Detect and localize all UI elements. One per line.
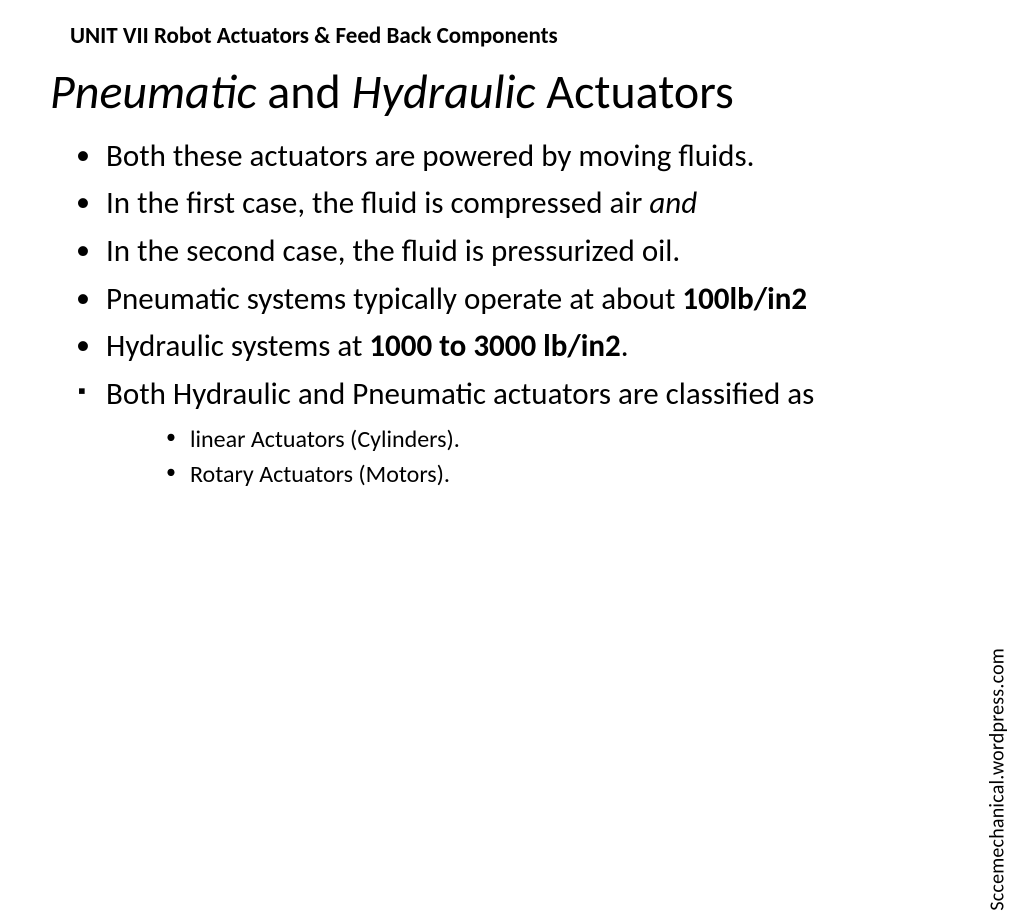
sub-bullet-1: linear Actuators (Cylinders). [190, 423, 964, 458]
bullet-3: In the second case, the fluid is pressur… [106, 232, 964, 272]
bullet-5: Hydraulic systems at 1000 to 3000 lb/in2… [106, 327, 964, 367]
bullet-6: Both Hydraulic and Pneumatic actuators a… [106, 375, 964, 415]
bullet-5-value: 1000 to 3000 lb/in2 [369, 327, 620, 365]
sub-bullet-list: linear Actuators (Cylinders). Rotary Act… [190, 423, 964, 493]
bullet-2-text: In the first case, the fluid is compress… [106, 184, 649, 222]
bullet-4: Pneumatic systems typically operate at a… [106, 280, 964, 320]
unit-header: UNIT VII Robot Actuators & Feed Back Com… [70, 22, 964, 50]
bullet-2-and: and [649, 184, 697, 222]
sub-bullet-2: Rotary Actuators (Motors). [190, 458, 964, 493]
bullet-5-period: . [621, 327, 629, 365]
bullet-5-text: Hydraulic systems at [106, 327, 369, 365]
slide-title: Pneumatic and Hydraulic Actuators [50, 66, 964, 119]
bullet-1: Both these actuators are powered by movi… [106, 137, 964, 177]
slide-container: UNIT VII Robot Actuators & Feed Back Com… [0, 0, 1024, 768]
bullet-4-value: 100lb/in2 [682, 280, 807, 318]
title-word-hydraulic: Hydraulic [352, 62, 536, 121]
bullet-4-text: Pneumatic systems typically operate at a… [106, 280, 682, 318]
title-word-pneumatic: Pneumatic [50, 62, 256, 121]
bullet-2: In the first case, the fluid is compress… [106, 184, 964, 224]
bullet-list: Both these actuators are powered by movi… [60, 137, 964, 415]
title-and: and [256, 62, 351, 121]
title-actuators: Actuators [535, 62, 733, 121]
watermark-url: Sccemechanical.wordpress.com [986, 648, 1010, 911]
